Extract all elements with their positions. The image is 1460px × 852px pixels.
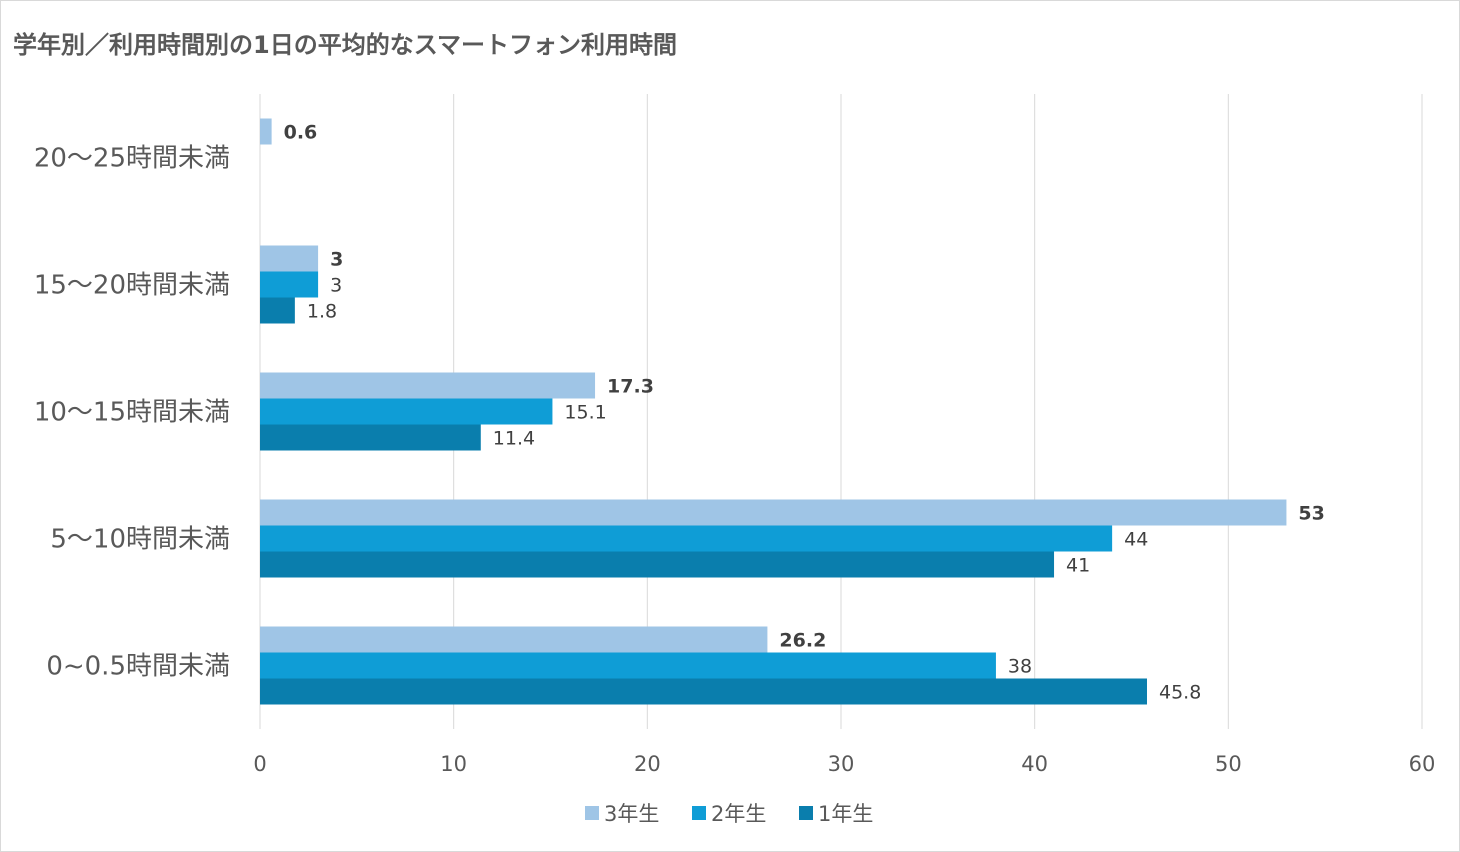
bar: [260, 271, 319, 298]
bar: [260, 398, 553, 425]
x-tick-label: 10: [440, 752, 467, 776]
legend-swatch: [692, 806, 706, 820]
bar: [260, 652, 996, 679]
bar: [260, 372, 596, 399]
x-tick-label: 40: [1021, 752, 1048, 776]
data-label: 3: [330, 275, 342, 297]
bar: [260, 525, 1113, 552]
data-label: 15.1: [564, 402, 606, 424]
chart-title: 学年別／利用時間別の1日の平均的なスマートフォン利用時間: [13, 31, 677, 59]
bar: [260, 551, 1055, 578]
category-label: 10～15時間未満: [34, 398, 230, 428]
bar: [260, 297, 295, 324]
data-label: 11.4: [493, 428, 535, 450]
x-tick-label: 20: [634, 752, 661, 776]
x-tick-label: 30: [828, 752, 855, 776]
data-label: 44: [1124, 529, 1148, 551]
legend-swatch: [799, 806, 813, 820]
bar: [260, 499, 1287, 526]
x-tick-label: 0: [253, 752, 266, 776]
bar: [260, 118, 272, 145]
x-tick-label: 50: [1215, 752, 1242, 776]
data-label: 38: [1008, 656, 1032, 678]
bar: [260, 626, 768, 653]
category-label: 5～10時間未満: [50, 525, 230, 555]
data-label: 26.2: [779, 630, 826, 652]
legend-label: 3年生: [604, 802, 659, 826]
x-tick-label: 60: [1409, 752, 1436, 776]
data-label: 45.8: [1159, 682, 1201, 704]
data-label: 1.8: [307, 301, 337, 323]
data-label: 53: [1298, 503, 1324, 525]
bar: [260, 424, 481, 451]
legend-swatch: [585, 806, 599, 820]
category-label: 20～25時間未満: [34, 144, 230, 174]
category-label: 0~0.5時間未満: [46, 652, 230, 682]
bar: [260, 245, 319, 272]
data-label: 0.6: [284, 122, 318, 144]
data-label: 17.3: [607, 376, 654, 398]
legend-label: 2年生: [711, 802, 766, 826]
legend-label: 1年生: [818, 802, 873, 826]
data-label: 41: [1066, 555, 1090, 577]
data-label: 3: [330, 249, 343, 271]
category-label: 15～20時間未満: [34, 271, 230, 301]
bar: [260, 678, 1147, 705]
